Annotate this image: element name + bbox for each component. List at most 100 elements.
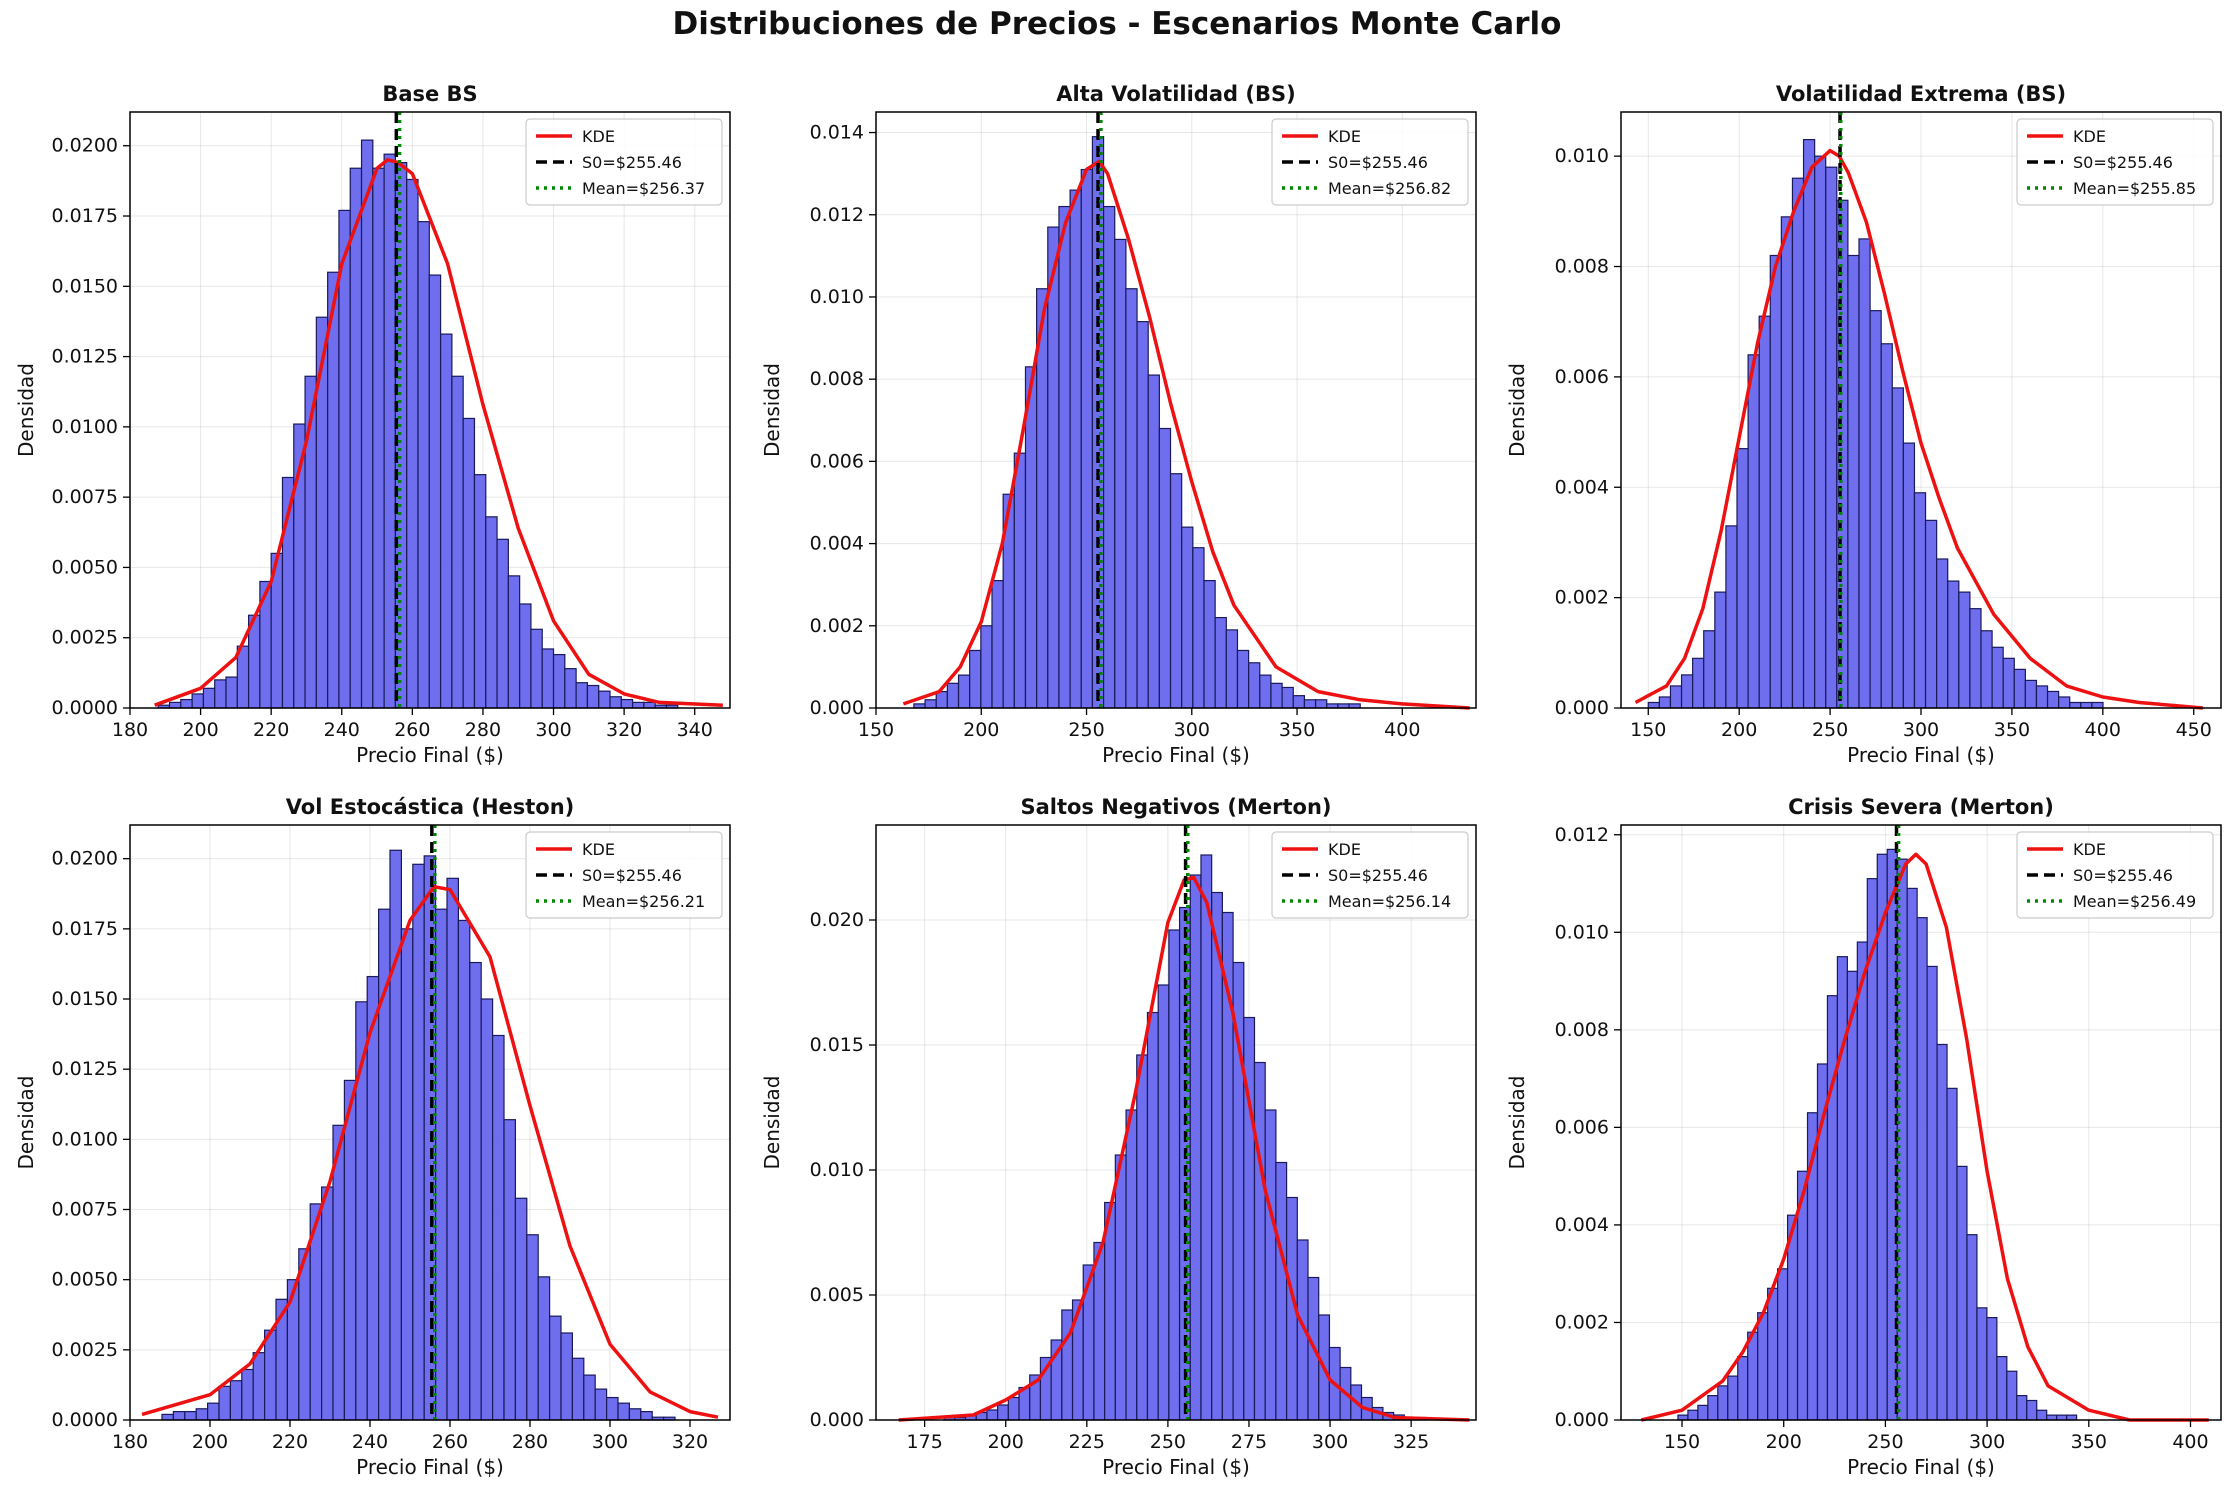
histogram-bar: [417, 221, 430, 709]
histogram-bar: [492, 1034, 505, 1421]
histogram-bar: [372, 167, 385, 709]
y-tick-label: 0.005: [810, 1284, 864, 1306]
histogram-bar: [986, 1409, 999, 1421]
histogram-bar: [1814, 155, 1827, 709]
legend-entry-s0: S0=$255.46: [2073, 866, 2173, 885]
histogram-bar: [1200, 854, 1213, 1421]
axes-frame: [875, 824, 1477, 1421]
y-tick-label: 0.006: [1555, 1116, 1609, 1138]
histogram-bar: [526, 1234, 539, 1421]
histogram-bar: [1647, 701, 1660, 709]
histogram-bar: [406, 178, 419, 709]
histogram-bar: [1136, 1054, 1149, 1421]
legend-entry-mean: Mean=$256.82: [1328, 179, 1451, 198]
x-tick-label: 150: [1664, 1431, 1700, 1453]
histogram-bar: [321, 1186, 334, 1421]
histogram-bar: [218, 1385, 231, 1421]
axes-frame: [875, 111, 1477, 709]
x-tick-label: 280: [512, 1431, 548, 1453]
histogram-bar: [2058, 696, 2071, 709]
histogram-bar: [1727, 1375, 1739, 1421]
histogram-bar: [1158, 427, 1172, 709]
histogram-bar: [560, 1332, 573, 1421]
y-tick-label: 0.0175: [52, 205, 118, 227]
legend-entry-s0: S0=$255.46: [582, 866, 682, 885]
panel-alta-volatilidad: 150 200 250 300 350 400 0.000 0.002 0.004 0.006 0.…: [760, 82, 1477, 767]
histogram-bar: [412, 863, 425, 1421]
histogram-bar: [184, 1410, 197, 1421]
y-tick-label: 0.006: [1555, 366, 1609, 388]
histogram-bar: [343, 1079, 357, 1421]
panel-base-bs: 180 200 220 240 260 280 300 320 340 0.0000 0.0025 0…: [14, 82, 731, 767]
y-tick-label: 0.004: [1555, 1214, 1609, 1236]
histogram-bar: [2035, 685, 2049, 709]
y-tick-label: 0.0200: [52, 848, 118, 870]
histogram-bar: [1687, 1409, 1699, 1421]
histogram-bar: [214, 679, 227, 709]
histogram-bar: [1281, 686, 1294, 709]
histogram-bar: [2026, 1399, 2038, 1421]
histogram-bar: [1858, 238, 1871, 709]
histogram-bar: [2002, 657, 2015, 709]
histogram-bar: [2036, 1409, 2048, 1421]
y-tick-label: 0.010: [810, 286, 864, 308]
histogram-bar: [2069, 701, 2082, 709]
y-tick-label: 0.012: [1555, 824, 1609, 846]
histogram-bar: [1906, 887, 1918, 1421]
histogram-bar: [980, 625, 993, 709]
y-tick-label: 0.008: [810, 368, 864, 390]
y-tick-label: 0.006: [810, 450, 864, 472]
histogram-bar: [1236, 649, 1250, 709]
y-tick-label: 0.010: [1555, 145, 1609, 167]
x-axis-label: Precio Final ($): [1102, 743, 1250, 767]
histogram-bar: [2080, 701, 2093, 709]
histogram-bar: [571, 1357, 585, 1421]
histogram-bar: [264, 1329, 277, 1421]
x-tick-label: 180: [112, 719, 148, 741]
histogram-bar: [1203, 579, 1216, 709]
histogram-bar: [609, 696, 622, 709]
histogram-bar: [485, 516, 498, 709]
histogram-bar: [617, 1402, 630, 1421]
histogram-bar: [2006, 1370, 2018, 1421]
y-axis-label: Densidad: [760, 363, 784, 457]
x-tick-label: 200: [1766, 1431, 1802, 1453]
x-axis-label: Precio Final ($): [356, 743, 504, 767]
histogram-bar: [338, 209, 351, 709]
histogram-bar: [1102, 205, 1116, 709]
y-tick-label: 0.002: [1555, 587, 1609, 609]
panel-title: Volatilidad Extrema (BS): [1776, 82, 2066, 106]
histogram-bar: [1259, 674, 1272, 709]
histogram-bar: [469, 961, 482, 1421]
histogram-bar: [1169, 473, 1183, 709]
x-tick-label: 200: [192, 1431, 228, 1453]
legend-box: [2016, 118, 2214, 206]
histogram-bar: [598, 690, 611, 709]
kde-line: [1634, 148, 2203, 710]
y-tick-label: 0.000: [810, 697, 864, 719]
x-tick-label: 200: [1721, 719, 1757, 741]
histogram-bar: [1777, 1268, 1789, 1421]
histogram-bar: [195, 1408, 209, 1421]
histogram-bar: [1969, 608, 1982, 709]
histogram-bar: [1936, 558, 1949, 709]
histogram-bar: [1802, 138, 1816, 709]
histogram-bar: [1292, 695, 1306, 709]
y-axis-label: Densidad: [14, 1075, 38, 1169]
legend-entry-s0: S0=$255.46: [1328, 866, 1428, 885]
y-tick-label: 0.004: [1555, 476, 1609, 498]
axes-frame: [129, 111, 731, 709]
histogram-bar: [1007, 1396, 1020, 1421]
histogram-bar: [1916, 917, 1928, 1421]
legend-box: [525, 831, 723, 919]
histogram-bar: [1225, 629, 1239, 709]
histogram-bar: [1991, 646, 2004, 709]
histogram-bar: [991, 579, 1004, 709]
kde-line: [154, 158, 723, 707]
histogram-bar: [2016, 1395, 2028, 1421]
x-tick-label: 250: [1068, 719, 1104, 741]
histogram-bar: [2013, 668, 2026, 709]
histogram-bar: [1264, 1109, 1277, 1421]
x-tick-label: 340: [677, 719, 713, 741]
legend-box: [2016, 831, 2214, 919]
